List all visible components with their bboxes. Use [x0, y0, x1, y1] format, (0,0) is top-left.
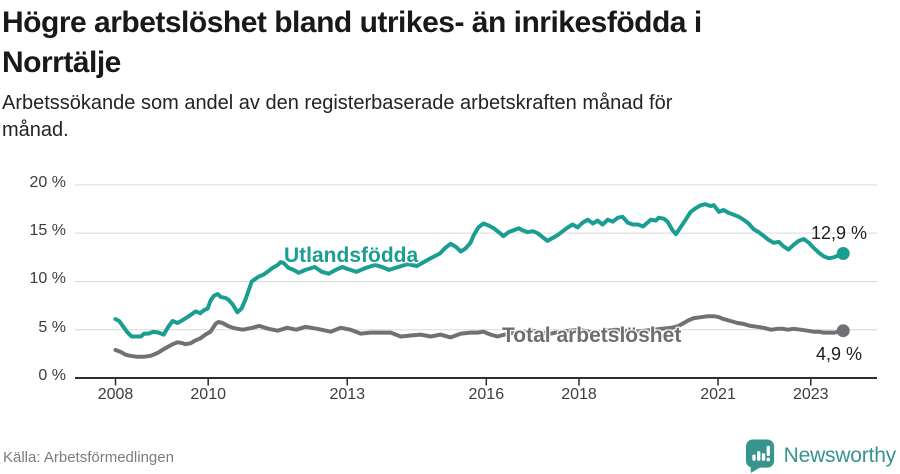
x-axis-label: 2010 — [190, 386, 226, 403]
x-axis-label: 2018 — [561, 386, 597, 403]
page-title: Högre arbetslöshet bland utrikes- än inr… — [2, 6, 702, 79]
y-axis-label: 10 % — [29, 270, 66, 288]
newsworthy-logo: Newsworthy — [744, 438, 896, 474]
y-axis-label: 20 % — [29, 173, 66, 191]
newsworthy-icon — [745, 439, 774, 473]
newsworthy-wordmark: Newsworthy — [783, 444, 897, 467]
y-axis-label: 15 % — [29, 222, 66, 240]
y-axis-label: 0 % — [38, 367, 66, 384]
source-note: Källa: Arbetsförmedlingen — [3, 449, 174, 466]
chart-subtitle: Arbetssökande som andel av den registerb… — [2, 92, 673, 141]
series-label-total-arbetsloshet: Total arbetslöshet — [502, 324, 682, 347]
x-axis-label: 2016 — [468, 386, 505, 403]
y-axis-label: 5 % — [38, 318, 66, 336]
end-value-label-total: 4,9 % — [816, 344, 863, 364]
series-label-utlandsfodda: Utlandsfödda — [284, 244, 419, 267]
series-end-dot-0 — [836, 247, 850, 260]
x-axis-label: 2023 — [792, 386, 829, 403]
series-end-dot-1 — [836, 324, 850, 338]
series-line-1 — [113, 314, 846, 359]
x-axis-label: 2021 — [700, 386, 736, 403]
x-axis-label: 2013 — [329, 386, 366, 403]
end-value-label-utlandsfodda: 12,9 % — [811, 223, 868, 243]
series-line-0 — [113, 202, 846, 339]
x-axis-label: 2008 — [97, 386, 134, 403]
